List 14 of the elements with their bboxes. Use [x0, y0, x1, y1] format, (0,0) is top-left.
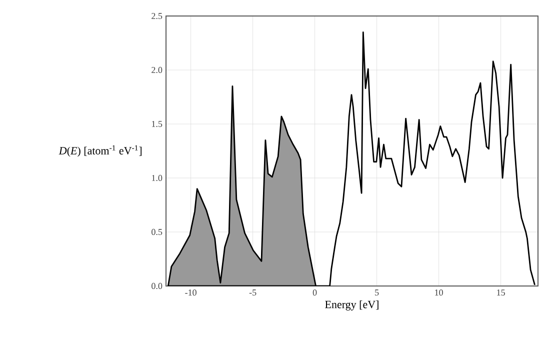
x-tick-label: 0 [312, 290, 317, 296]
x-tick-label: 15 [497, 290, 505, 296]
y-tick-label: 0.5 [152, 228, 162, 236]
x-tick-label: 10 [435, 290, 443, 296]
y-tick-label: 2.5 [152, 12, 162, 20]
y-tick-label: 1.0 [152, 174, 162, 182]
y-tick-label: 0.0 [152, 282, 162, 290]
y-tick-label: 2.0 [152, 66, 162, 74]
x-tick-label: 5 [375, 290, 379, 296]
y-axis-title: D(E) [atom$^{-1}$ eV$^{-1}$] [58, 145, 142, 157]
y-tick-label: 1.5 [152, 120, 162, 128]
x-tick-label: -10 [185, 290, 196, 296]
x-tick-label: -5 [249, 290, 256, 296]
x-axis-title: Energy [eV] [325, 300, 378, 310]
